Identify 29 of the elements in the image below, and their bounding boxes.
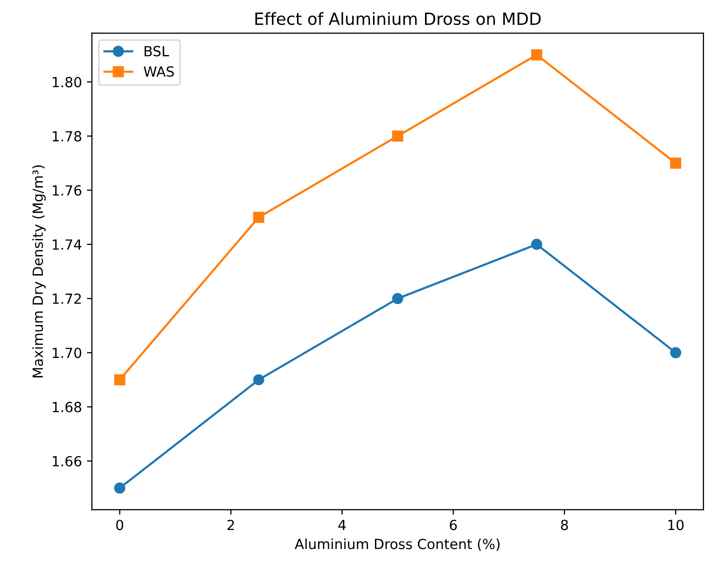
point — [392, 292, 404, 304]
x-tick-label: 0 — [116, 520, 124, 530]
x-tick-label: 2 — [228, 520, 234, 530]
y-tick-label: 1.78 — [52, 131, 82, 142]
point — [114, 482, 126, 494]
y-tick-label: 1.72 — [52, 293, 81, 304]
point — [253, 212, 264, 223]
point — [670, 347, 682, 358]
point — [531, 238, 542, 250]
point — [670, 158, 682, 169]
y-tick-label: 1.66 — [52, 456, 82, 466]
chart-title: Effect of Aluminium Dross on MDD — [255, 12, 541, 26]
point — [392, 130, 404, 142]
x-tick-label: 10 — [668, 520, 684, 530]
legend-label: BSL — [144, 46, 170, 56]
legend-label: WAS — [144, 66, 174, 77]
y-axis-title: Maximum Dry Density (Mg/m³) — [32, 165, 46, 378]
x-tick-label: 6 — [450, 520, 457, 530]
x-axis-title: Aluminium Dross Content (%) — [294, 538, 500, 551]
point — [114, 374, 126, 386]
x-tick-label: 8 — [561, 520, 568, 530]
y-tick-label: 1.80 — [52, 76, 82, 88]
x-tick-label: 4 — [338, 520, 346, 530]
y-tick-label: 1.70 — [52, 348, 82, 358]
y-tick-label: 1.74 — [52, 240, 82, 250]
point — [253, 374, 264, 386]
y-tick-label: 1.68 — [52, 402, 82, 412]
y-tick-label: 1.76 — [52, 185, 82, 196]
point — [531, 49, 542, 60]
